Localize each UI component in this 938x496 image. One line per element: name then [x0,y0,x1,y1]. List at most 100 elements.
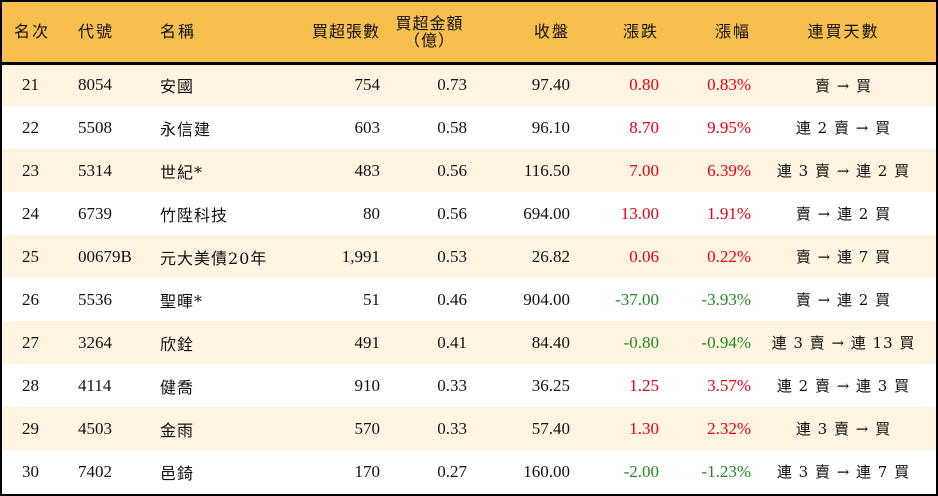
cell-change-pct: 9.95% [707,117,751,137]
cell-close: 904.00 [523,289,570,309]
table-row: 28 4114 健喬 910 0.33 36.25 1.25 3.57% 連 2… [2,364,936,407]
cell-close: 57.40 [531,418,570,438]
cell-net-buy-lots: 910 [354,375,381,395]
table-row: 22 5508 永信建 603 0.58 96.10 8.70 9.95% 連 … [2,106,936,149]
cell-code: 4503 [78,418,112,438]
header-net-buy-amount-line1: 買超金額 [395,13,464,33]
cell-net-buy-amount: 0.33 [437,375,467,395]
table-row: 21 8054 安國 754 0.73 97.40 0.80 0.83% 賣 →… [2,63,936,106]
cell-name: 金雨 [160,420,195,440]
cell-change: 7.00 [629,160,659,180]
cell-code: 4114 [78,375,112,395]
cell-rank: 26 [22,289,39,309]
header-code: 代號 [78,22,115,42]
cell-consecutive-days: 賣 → 買 [814,76,873,95]
table-row: 29 4503 金雨 570 0.33 57.40 1.30 2.32% 連 3… [2,407,936,450]
cell-name: 安國 [160,77,195,97]
cell-change: 1.25 [629,375,659,395]
cell-change: 13.00 [620,203,659,223]
cell-rank: 30 [22,461,39,481]
cell-code: 5314 [78,160,112,180]
header-name: 名稱 [160,22,197,42]
table-row: 25 00679B 元大美債20年 1,991 0.53 26.82 0.06 … [2,235,936,278]
cell-consecutive-days: 連 3 賣 → 連 7 買 [776,463,911,481]
cell-change-pct: 0.83% [707,75,751,95]
cell-net-buy-amount: 0.46 [437,289,467,309]
cell-consecutive-days: 連 3 賣 → 連 2 買 [776,162,911,180]
header-change: 漲跌 [622,22,659,42]
cell-change: 8.70 [629,117,659,137]
cell-name: 聖暉* [160,291,204,311]
cell-close: 96.10 [531,117,570,137]
cell-change-pct: -1.23% [701,461,751,481]
header-consecutive-days: 連買天數 [807,22,880,42]
cell-net-buy-lots: 1,991 [341,246,380,266]
cell-close: 97.40 [531,75,570,95]
header-rank: 名次 [14,22,51,42]
cell-consecutive-days: 連 2 賣 → 買 [795,119,892,137]
cell-close: 84.40 [531,332,570,352]
cell-change: -37.00 [615,289,659,309]
cell-net-buy-amount: 0.73 [437,75,467,95]
cell-change: -2.00 [623,461,659,481]
cell-change-pct: -3.93% [701,289,751,309]
cell-net-buy-lots: 80 [363,203,380,223]
cell-consecutive-days: 賣 → 連 7 買 [795,248,892,266]
cell-rank: 28 [22,375,39,395]
cell-net-buy-lots: 491 [354,332,381,352]
cell-rank: 24 [22,203,39,223]
cell-net-buy-lots: 754 [354,75,381,95]
cell-change-pct: 1.91% [707,203,751,223]
header-change-pct: 漲幅 [714,22,751,42]
table-row: 27 3264 欣銓 491 0.41 84.40 -0.80 -0.94% 連… [2,321,936,364]
cell-change-pct: -0.94% [701,332,751,352]
table-row: 30 7402 邑錡 170 0.27 160.00 -2.00 -1.23% … [2,450,936,493]
cell-close: 694.00 [523,203,570,223]
cell-rank: 23 [22,160,39,180]
cell-name: 永信建 [160,119,212,139]
cell-consecutive-days: 連 3 賣 → 連 13 買 [771,334,916,352]
cell-rank: 21 [22,75,39,95]
cell-change: 1.30 [629,418,659,438]
cell-code: 00679B [78,246,132,266]
cell-consecutive-days: 連 3 賣 → 買 [795,420,892,438]
cell-code: 6739 [78,203,112,223]
cell-net-buy-amount: 0.56 [437,203,467,223]
header-net-buy-lots: 買超張數 [311,22,380,42]
header-close: 收盤 [533,22,570,42]
cell-change: 0.06 [629,246,659,266]
cell-name: 世紀* [160,162,204,182]
cell-name: 邑錡 [160,463,195,483]
cell-change-pct: 0.22% [707,246,751,266]
table-header-row: 名次 代號 名稱 買超張數 買超金額 （億） 收盤 漲跌 漲幅 連買天數 [2,2,936,63]
cell-net-buy-lots: 51 [363,289,380,309]
header-net-buy-amount-line2: （億） [403,30,455,50]
cell-net-buy-amount: 0.33 [437,418,467,438]
table-row: 26 5536 聖暉* 51 0.46 904.00 -37.00 -3.93%… [2,278,936,321]
cell-close: 36.25 [531,375,570,395]
cell-name: 健喬 [160,377,195,397]
cell-close: 116.50 [523,160,570,180]
cell-change: 0.80 [629,75,659,95]
cell-change: -0.80 [623,332,659,352]
cell-code: 8054 [78,75,112,95]
cell-net-buy-lots: 483 [354,160,381,180]
cell-code: 5508 [78,117,112,137]
cell-consecutive-days: 賣 → 連 2 買 [795,291,892,309]
cell-net-buy-amount: 0.41 [437,332,467,352]
cell-net-buy-amount: 0.58 [437,117,467,137]
cell-close: 26.82 [531,246,570,266]
cell-close: 160.00 [523,461,570,481]
cell-rank: 22 [22,117,39,137]
cell-name: 竹陞科技 [160,205,229,225]
cell-name: 元大美債20年 [160,248,268,268]
cell-code: 7402 [78,461,112,481]
table-row: 23 5314 世紀* 483 0.56 116.50 7.00 6.39% 連… [2,149,936,192]
cell-net-buy-lots: 603 [354,117,381,137]
cell-rank: 27 [22,332,39,352]
cell-net-buy-lots: 570 [354,418,381,438]
cell-net-buy-amount: 0.53 [437,246,467,266]
cell-change-pct: 2.32% [707,418,751,438]
cell-rank: 29 [22,418,39,438]
